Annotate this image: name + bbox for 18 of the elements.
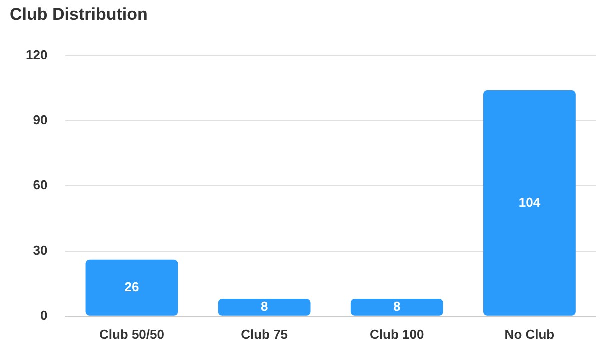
x-tick-label: Club 50/50 [99, 326, 164, 342]
x-tick-label: Club 75 [241, 326, 288, 342]
y-tick-label: 0 [40, 308, 48, 323]
bar [350, 299, 444, 316]
y-tick-label: 120 [26, 47, 48, 62]
bar [86, 260, 178, 316]
x-tick-label: No Club [504, 326, 555, 342]
data-label: 8 [260, 299, 268, 314]
data-label: 104 [518, 194, 542, 210]
y-tick-label: 90 [33, 112, 48, 128]
y-tick-label: 60 [33, 178, 48, 193]
x-tick-label: Club 100 [370, 326, 424, 342]
chart-title: Club Distribution [10, 5, 148, 25]
bar [484, 90, 576, 316]
y-tick-label: 30 [33, 242, 48, 258]
bar [218, 299, 311, 316]
data-label: 8 [394, 299, 401, 314]
data-label: 26 [124, 279, 140, 294]
